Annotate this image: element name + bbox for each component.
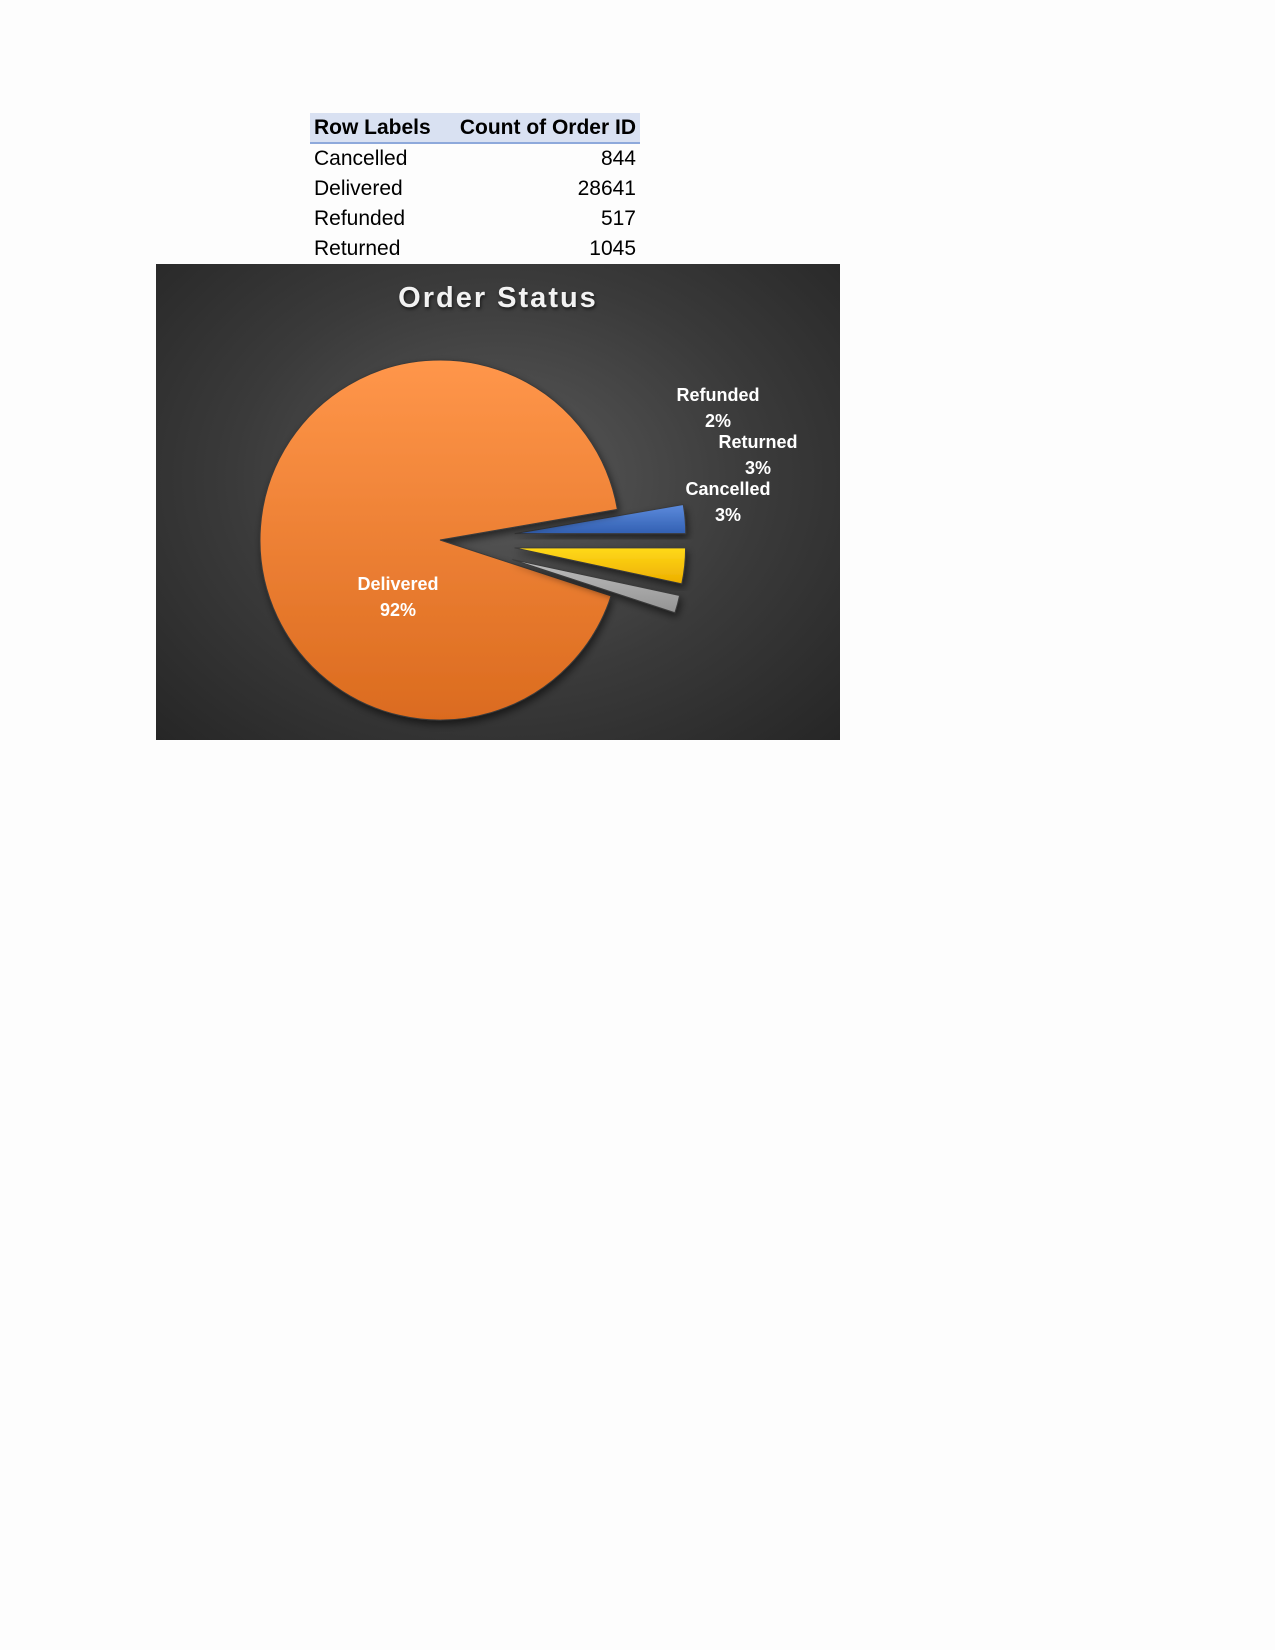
row-label-cell[interactable]: Refunded (314, 207, 406, 230)
pivot-header-row-labels[interactable]: Row Labels (310, 113, 444, 144)
row-value-cell[interactable]: 1045 (589, 237, 636, 260)
data-label-cancelled: Cancelled 3% (685, 476, 770, 528)
data-label-percent: 92% (379, 600, 417, 620)
data-label-category: Cancelled (685, 479, 771, 499)
row-value-cell[interactable]: 844 (600, 147, 636, 170)
row-label-cell[interactable]: Returned (314, 237, 401, 260)
data-label-percent: 2% (704, 411, 731, 431)
data-label-percent: 3% (744, 458, 772, 478)
pie-slice-refunded[interactable] (512, 559, 681, 614)
pie-slice-returned[interactable] (514, 547, 687, 585)
row-value-cell[interactable]: 517 (600, 207, 636, 230)
data-label-percent: 3% (714, 505, 742, 525)
row-label-cell[interactable]: Cancelled (314, 147, 408, 170)
data-label-category: Delivered (357, 574, 439, 594)
pivot-header-row: Row Labels Count of Order ID (310, 113, 640, 144)
pie-slice-delivered[interactable] (259, 359, 618, 721)
pie-slice-cancelled[interactable] (514, 503, 687, 535)
data-label-refunded: Refunded 2% (677, 382, 760, 434)
pie-chart-svg (259, 359, 687, 721)
table-row[interactable]: Refunded 517 (310, 204, 640, 234)
row-label-cell[interactable]: Delivered (314, 177, 403, 200)
table-row[interactable]: Delivered 28641 (310, 174, 640, 204)
table-row[interactable]: Returned 1045 (310, 234, 640, 264)
order-status-chart[interactable]: Order Status Cancelled 3% Delivered 92% Refu… (156, 264, 840, 740)
data-label-category: Returned (718, 432, 798, 452)
pivot-table: Row Labels Count of Order ID Cancelled 8… (310, 113, 640, 264)
data-label-category: Refunded (676, 385, 760, 405)
data-label-delivered: Delivered 92% (357, 571, 438, 623)
chart-title: Order Status (398, 282, 598, 314)
data-label-returned: Returned 3% (718, 429, 797, 481)
table-row[interactable]: Cancelled 844 (310, 143, 640, 174)
row-value-cell[interactable]: 28641 (577, 177, 636, 200)
pivot-header-count[interactable]: Count of Order ID (443, 113, 640, 144)
